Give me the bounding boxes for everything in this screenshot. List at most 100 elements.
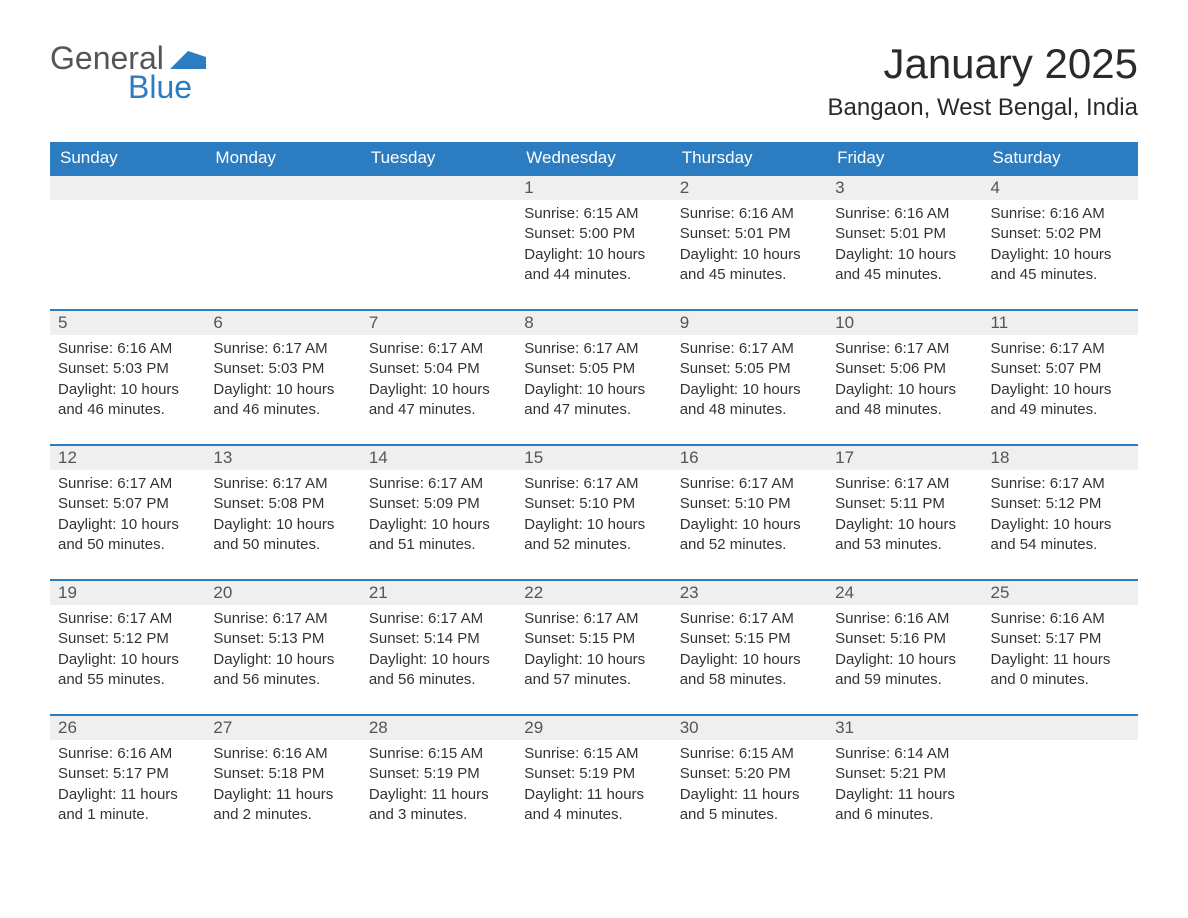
weekday-header: Wednesday bbox=[516, 142, 671, 175]
sunrise-text: Sunrise: 6:17 AM bbox=[213, 474, 352, 494]
daylight-text: Daylight: 11 hours and 5 minutes. bbox=[680, 785, 819, 826]
daylight-text: Daylight: 10 hours and 44 minutes. bbox=[524, 245, 663, 286]
sunrise-text: Sunrise: 6:16 AM bbox=[991, 204, 1130, 224]
sunset-text: Sunset: 5:12 PM bbox=[991, 494, 1130, 514]
calendar-day-cell: 19Sunrise: 6:17 AMSunset: 5:12 PMDayligh… bbox=[50, 580, 205, 715]
calendar-day-cell: 13Sunrise: 6:17 AMSunset: 5:08 PMDayligh… bbox=[205, 445, 360, 580]
day-body: Sunrise: 6:16 AMSunset: 5:03 PMDaylight:… bbox=[50, 335, 205, 444]
day-number: 15 bbox=[516, 446, 671, 470]
calendar-week-row: 19Sunrise: 6:17 AMSunset: 5:12 PMDayligh… bbox=[50, 580, 1138, 715]
sunrise-text: Sunrise: 6:17 AM bbox=[524, 474, 663, 494]
calendar-day-cell: 20Sunrise: 6:17 AMSunset: 5:13 PMDayligh… bbox=[205, 580, 360, 715]
day-body: Sunrise: 6:16 AMSunset: 5:17 PMDaylight:… bbox=[983, 605, 1138, 714]
day-number: 22 bbox=[516, 581, 671, 605]
day-body: Sunrise: 6:17 AMSunset: 5:12 PMDaylight:… bbox=[50, 605, 205, 714]
title-block: January 2025 Bangaon, West Bengal, India bbox=[828, 40, 1138, 122]
day-number: 29 bbox=[516, 716, 671, 740]
daylight-text: Daylight: 11 hours and 1 minute. bbox=[58, 785, 197, 826]
sunrise-text: Sunrise: 6:16 AM bbox=[835, 609, 974, 629]
sunrise-text: Sunrise: 6:16 AM bbox=[58, 339, 197, 359]
day-body: Sunrise: 6:17 AMSunset: 5:09 PMDaylight:… bbox=[361, 470, 516, 579]
daylight-text: Daylight: 10 hours and 51 minutes. bbox=[369, 515, 508, 556]
sunrise-text: Sunrise: 6:17 AM bbox=[213, 339, 352, 359]
sunset-text: Sunset: 5:09 PM bbox=[369, 494, 508, 514]
daylight-text: Daylight: 10 hours and 45 minutes. bbox=[835, 245, 974, 286]
day-body-empty bbox=[361, 200, 516, 228]
sunrise-text: Sunrise: 6:17 AM bbox=[369, 339, 508, 359]
daylight-text: Daylight: 10 hours and 46 minutes. bbox=[213, 380, 352, 421]
calendar-day-cell: 30Sunrise: 6:15 AMSunset: 5:20 PMDayligh… bbox=[672, 715, 827, 849]
day-body: Sunrise: 6:17 AMSunset: 5:11 PMDaylight:… bbox=[827, 470, 982, 579]
sunset-text: Sunset: 5:20 PM bbox=[680, 764, 819, 784]
sunrise-text: Sunrise: 6:17 AM bbox=[369, 474, 508, 494]
sunset-text: Sunset: 5:05 PM bbox=[680, 359, 819, 379]
day-number: 8 bbox=[516, 311, 671, 335]
calendar-day-cell bbox=[361, 175, 516, 310]
calendar-day-cell: 7Sunrise: 6:17 AMSunset: 5:04 PMDaylight… bbox=[361, 310, 516, 445]
sunset-text: Sunset: 5:08 PM bbox=[213, 494, 352, 514]
weekday-header: Friday bbox=[827, 142, 982, 175]
sunrise-text: Sunrise: 6:14 AM bbox=[835, 744, 974, 764]
day-body: Sunrise: 6:17 AMSunset: 5:03 PMDaylight:… bbox=[205, 335, 360, 444]
sunset-text: Sunset: 5:03 PM bbox=[58, 359, 197, 379]
day-body: Sunrise: 6:15 AMSunset: 5:00 PMDaylight:… bbox=[516, 200, 671, 309]
calendar-day-cell: 8Sunrise: 6:17 AMSunset: 5:05 PMDaylight… bbox=[516, 310, 671, 445]
sunset-text: Sunset: 5:04 PM bbox=[369, 359, 508, 379]
calendar-day-cell: 24Sunrise: 6:16 AMSunset: 5:16 PMDayligh… bbox=[827, 580, 982, 715]
sunset-text: Sunset: 5:19 PM bbox=[524, 764, 663, 784]
day-number: 7 bbox=[361, 311, 516, 335]
brand-logo: General Blue bbox=[50, 40, 206, 106]
sunset-text: Sunset: 5:01 PM bbox=[680, 224, 819, 244]
sunset-text: Sunset: 5:03 PM bbox=[213, 359, 352, 379]
sunrise-text: Sunrise: 6:17 AM bbox=[58, 609, 197, 629]
calendar-day-cell: 23Sunrise: 6:17 AMSunset: 5:15 PMDayligh… bbox=[672, 580, 827, 715]
weekday-header: Monday bbox=[205, 142, 360, 175]
sunset-text: Sunset: 5:11 PM bbox=[835, 494, 974, 514]
sunset-text: Sunset: 5:15 PM bbox=[524, 629, 663, 649]
day-number: 24 bbox=[827, 581, 982, 605]
weekday-header: Thursday bbox=[672, 142, 827, 175]
sunrise-text: Sunrise: 6:17 AM bbox=[991, 339, 1130, 359]
daylight-text: Daylight: 10 hours and 47 minutes. bbox=[524, 380, 663, 421]
day-body-empty bbox=[983, 740, 1138, 768]
day-body: Sunrise: 6:17 AMSunset: 5:14 PMDaylight:… bbox=[361, 605, 516, 714]
day-number: 11 bbox=[983, 311, 1138, 335]
daylight-text: Daylight: 10 hours and 50 minutes. bbox=[58, 515, 197, 556]
day-number: 12 bbox=[50, 446, 205, 470]
sunset-text: Sunset: 5:10 PM bbox=[524, 494, 663, 514]
daylight-text: Daylight: 11 hours and 3 minutes. bbox=[369, 785, 508, 826]
calendar-day-cell: 21Sunrise: 6:17 AMSunset: 5:14 PMDayligh… bbox=[361, 580, 516, 715]
sunrise-text: Sunrise: 6:17 AM bbox=[524, 609, 663, 629]
day-body: Sunrise: 6:17 AMSunset: 5:13 PMDaylight:… bbox=[205, 605, 360, 714]
day-number: 9 bbox=[672, 311, 827, 335]
day-body: Sunrise: 6:15 AMSunset: 5:19 PMDaylight:… bbox=[516, 740, 671, 849]
daylight-text: Daylight: 10 hours and 56 minutes. bbox=[213, 650, 352, 691]
day-number: 13 bbox=[205, 446, 360, 470]
day-number: 17 bbox=[827, 446, 982, 470]
day-body: Sunrise: 6:17 AMSunset: 5:05 PMDaylight:… bbox=[516, 335, 671, 444]
day-number: 25 bbox=[983, 581, 1138, 605]
calendar-day-cell: 17Sunrise: 6:17 AMSunset: 5:11 PMDayligh… bbox=[827, 445, 982, 580]
day-body: Sunrise: 6:17 AMSunset: 5:15 PMDaylight:… bbox=[672, 605, 827, 714]
sunrise-text: Sunrise: 6:17 AM bbox=[680, 609, 819, 629]
sunset-text: Sunset: 5:07 PM bbox=[58, 494, 197, 514]
calendar-week-row: 12Sunrise: 6:17 AMSunset: 5:07 PMDayligh… bbox=[50, 445, 1138, 580]
sunset-text: Sunset: 5:05 PM bbox=[524, 359, 663, 379]
daylight-text: Daylight: 10 hours and 59 minutes. bbox=[835, 650, 974, 691]
daylight-text: Daylight: 10 hours and 52 minutes. bbox=[524, 515, 663, 556]
daylight-text: Daylight: 10 hours and 48 minutes. bbox=[680, 380, 819, 421]
sunset-text: Sunset: 5:10 PM bbox=[680, 494, 819, 514]
day-body: Sunrise: 6:14 AMSunset: 5:21 PMDaylight:… bbox=[827, 740, 982, 849]
day-number: 31 bbox=[827, 716, 982, 740]
sunrise-text: Sunrise: 6:16 AM bbox=[58, 744, 197, 764]
location-subtitle: Bangaon, West Bengal, India bbox=[828, 94, 1138, 122]
day-number-empty bbox=[361, 176, 516, 200]
day-number: 19 bbox=[50, 581, 205, 605]
calendar-week-row: 1Sunrise: 6:15 AMSunset: 5:00 PMDaylight… bbox=[50, 175, 1138, 310]
sunset-text: Sunset: 5:18 PM bbox=[213, 764, 352, 784]
day-body: Sunrise: 6:17 AMSunset: 5:07 PMDaylight:… bbox=[983, 335, 1138, 444]
calendar-day-cell: 27Sunrise: 6:16 AMSunset: 5:18 PMDayligh… bbox=[205, 715, 360, 849]
day-body-empty bbox=[50, 200, 205, 228]
calendar-day-cell: 10Sunrise: 6:17 AMSunset: 5:06 PMDayligh… bbox=[827, 310, 982, 445]
calendar-day-cell: 25Sunrise: 6:16 AMSunset: 5:17 PMDayligh… bbox=[983, 580, 1138, 715]
